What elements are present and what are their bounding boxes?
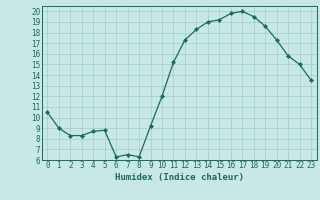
X-axis label: Humidex (Indice chaleur): Humidex (Indice chaleur) bbox=[115, 173, 244, 182]
